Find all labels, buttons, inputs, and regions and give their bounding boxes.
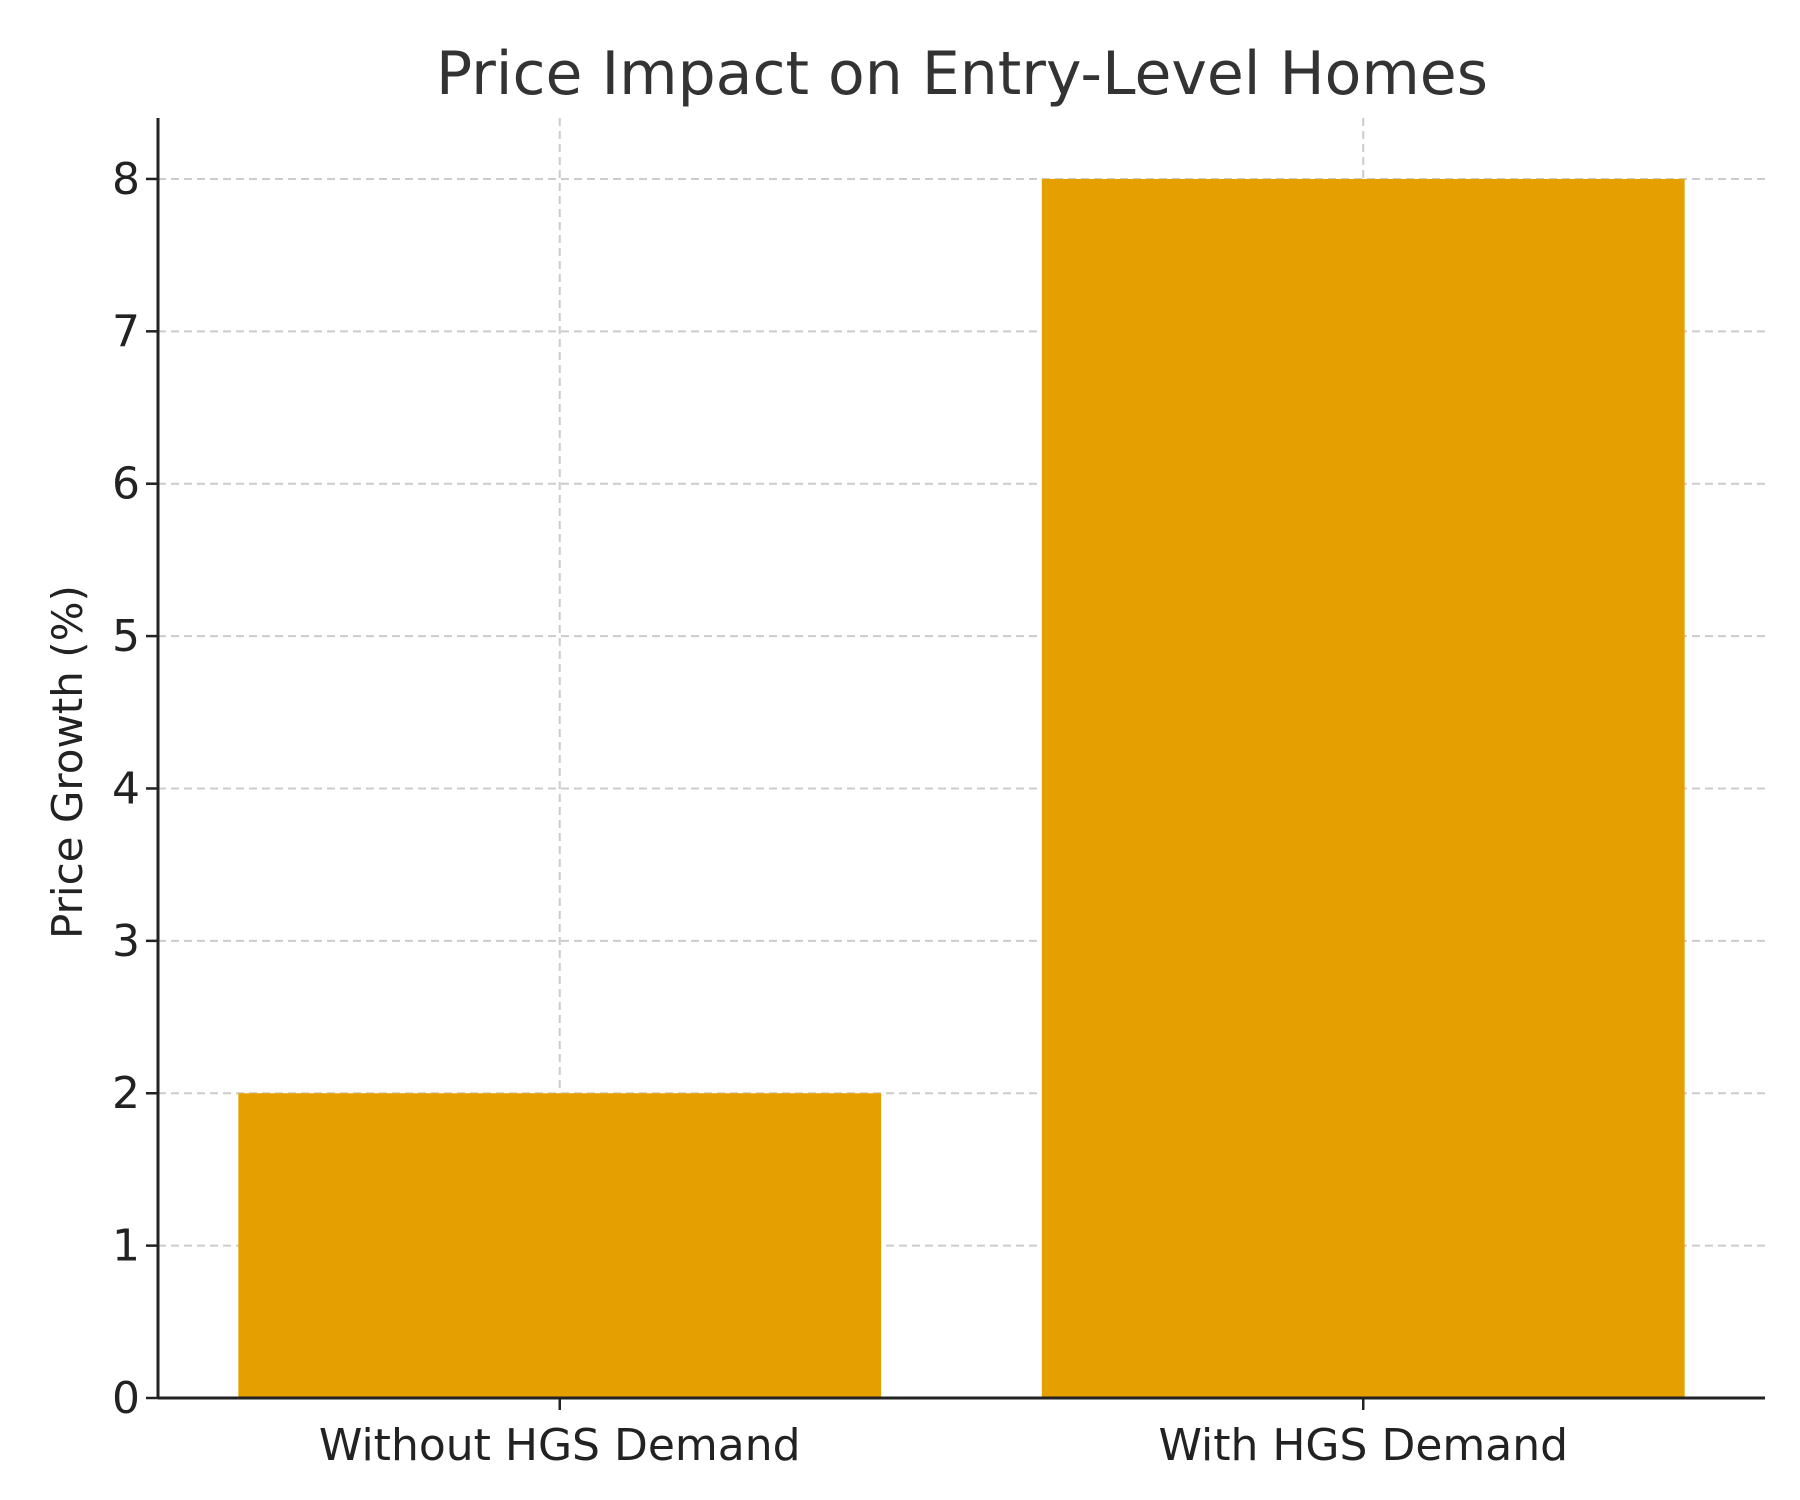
y-tick-label: 8 — [112, 154, 140, 205]
y-axis-label: Price Growth (%) — [43, 585, 92, 939]
y-tick-label: 2 — [112, 1068, 140, 1119]
x-tick-label: Without HGS Demand — [319, 1420, 801, 1471]
y-tick-label: 4 — [112, 763, 140, 814]
bars — [238, 178, 1685, 1398]
y-tick-label: 3 — [112, 916, 140, 967]
y-tick-label: 0 — [112, 1373, 140, 1424]
chart-title: Price Impact on Entry-Level Homes — [436, 39, 1488, 109]
y-tick-label: 6 — [112, 459, 140, 510]
x-tick-label: With HGS Demand — [1158, 1420, 1568, 1471]
y-tick-label: 7 — [112, 306, 140, 357]
ticks: 0 1 2 3 4 5 6 7 8 Without HGS Demand With HGS Dema… — [112, 154, 1568, 1471]
bar-without-hgs-demand — [238, 1093, 882, 1398]
y-tick-label: 1 — [112, 1221, 140, 1272]
bar-with-hgs-demand — [1041, 178, 1685, 1398]
y-tick-label: 5 — [112, 611, 140, 662]
